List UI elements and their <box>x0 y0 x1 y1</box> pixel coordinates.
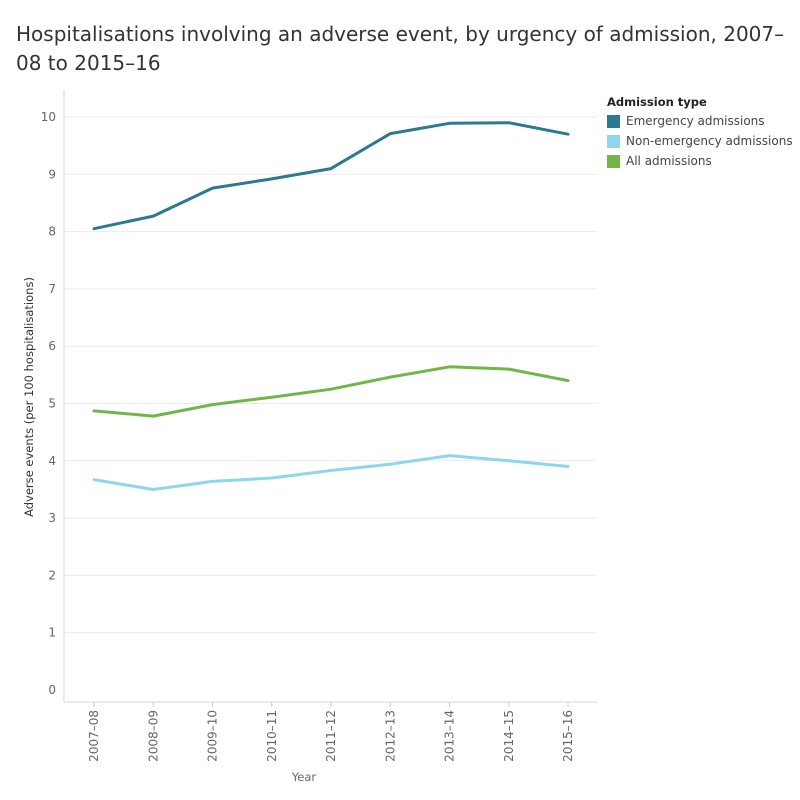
y-tick-label: 6 <box>48 339 56 353</box>
y-tick-label: 4 <box>48 454 56 468</box>
legend-label: Emergency admissions <box>626 114 765 128</box>
y-tick-label: 2 <box>48 568 56 582</box>
legend-item-non-emergency-admissions[interactable]: Non-emergency admissions <box>607 131 793 151</box>
series-line-non-emergency-admissions[interactable] <box>92 454 570 491</box>
y-tick-label: 3 <box>48 511 56 525</box>
y-tick-label: 7 <box>48 282 56 296</box>
x-tick-label: 2008–09 <box>146 710 160 762</box>
y-tick-label: 10 <box>41 110 56 124</box>
series-lines[interactable] <box>92 121 570 491</box>
series-line-emergency-admissions[interactable] <box>92 121 570 231</box>
legend-label: All admissions <box>626 154 712 168</box>
x-tick-label: 2012–13 <box>383 710 397 762</box>
chart-title: Hospitalisations involving an adverse ev… <box>16 22 785 75</box>
y-axis-label: Adverse events (per 100 hospitalisations… <box>22 277 36 517</box>
legend[interactable]: Admission type Emergency admissions Non-e… <box>607 95 793 171</box>
gridlines <box>64 116 597 634</box>
legend-swatch <box>607 154 620 168</box>
x-tick-label: 2009–10 <box>206 710 220 762</box>
legend-item-emergency-admissions[interactable]: Emergency admissions <box>607 111 793 131</box>
y-tick-label: 0 <box>48 683 56 697</box>
x-tick-label: 2007–08 <box>87 710 101 762</box>
legend-swatch <box>607 114 620 128</box>
legend-swatch <box>607 134 620 148</box>
x-tick-label: 2014–15 <box>502 710 516 762</box>
x-tick-label: 2011–12 <box>324 710 338 762</box>
legend-item-all-admissions[interactable]: All admissions <box>607 151 793 171</box>
x-tick-label: 2010–11 <box>265 710 279 762</box>
x-axis-label: Year <box>291 770 317 784</box>
legend-title: Admission type <box>607 95 707 109</box>
x-tick-label: 2015–16 <box>561 710 575 762</box>
y-tick-label: 1 <box>48 626 56 640</box>
y-tick-label: 5 <box>48 397 56 411</box>
y-tick-label: 9 <box>48 167 56 181</box>
x-tick-label: 2013–14 <box>443 710 457 762</box>
axes: 0 1 2 3 4 5 6 7 8 9 10 2007–08 2008–09 2009–10 2010–11… <box>41 90 597 762</box>
y-tick-label: 8 <box>48 225 56 239</box>
series-line-all-admissions[interactable] <box>92 365 570 418</box>
legend-items[interactable]: Emergency admissions Non-emergency admiss… <box>607 111 793 171</box>
legend-label: Non-emergency admissions <box>626 134 793 148</box>
